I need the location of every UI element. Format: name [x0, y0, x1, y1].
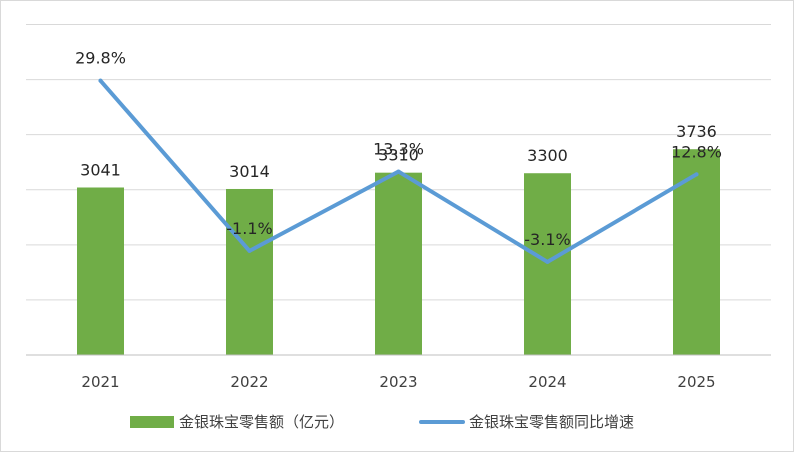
bar: [226, 188, 273, 355]
bar: [375, 172, 422, 355]
bar: [77, 187, 124, 355]
line-point: [98, 78, 103, 83]
legend-swatch-bar: [130, 416, 174, 428]
bar-data-label: 3736: [676, 122, 717, 141]
x-tick-label: 2022: [230, 373, 268, 391]
bar: [524, 173, 571, 355]
bar-data-label: 3310: [378, 146, 419, 165]
bar-data-label: 3014: [229, 162, 270, 181]
x-tick-label: 2024: [528, 373, 566, 391]
legend-label-line: 金银珠宝零售额同比增速: [469, 413, 634, 431]
line-point: [396, 169, 401, 174]
x-tick-label: 2023: [379, 373, 417, 391]
x-tick-label: 2025: [677, 373, 715, 391]
x-tick-label: 2021: [81, 373, 119, 391]
bar: [673, 149, 720, 355]
line-data-label: -3.1%: [524, 230, 570, 249]
line-point: [247, 248, 252, 253]
line-data-label: -1.1%: [226, 219, 272, 238]
line-data-label: 13.3%: [373, 140, 424, 159]
line-point: [694, 172, 699, 177]
line-data-label: 29.8%: [75, 49, 126, 68]
bar-data-label: 3041: [80, 160, 121, 179]
line-point: [545, 259, 550, 264]
legend-label-bar: 金银珠宝零售额（亿元）: [179, 413, 344, 431]
bar-data-label: 3300: [527, 146, 568, 165]
line-data-label: 12.8%: [671, 142, 722, 161]
